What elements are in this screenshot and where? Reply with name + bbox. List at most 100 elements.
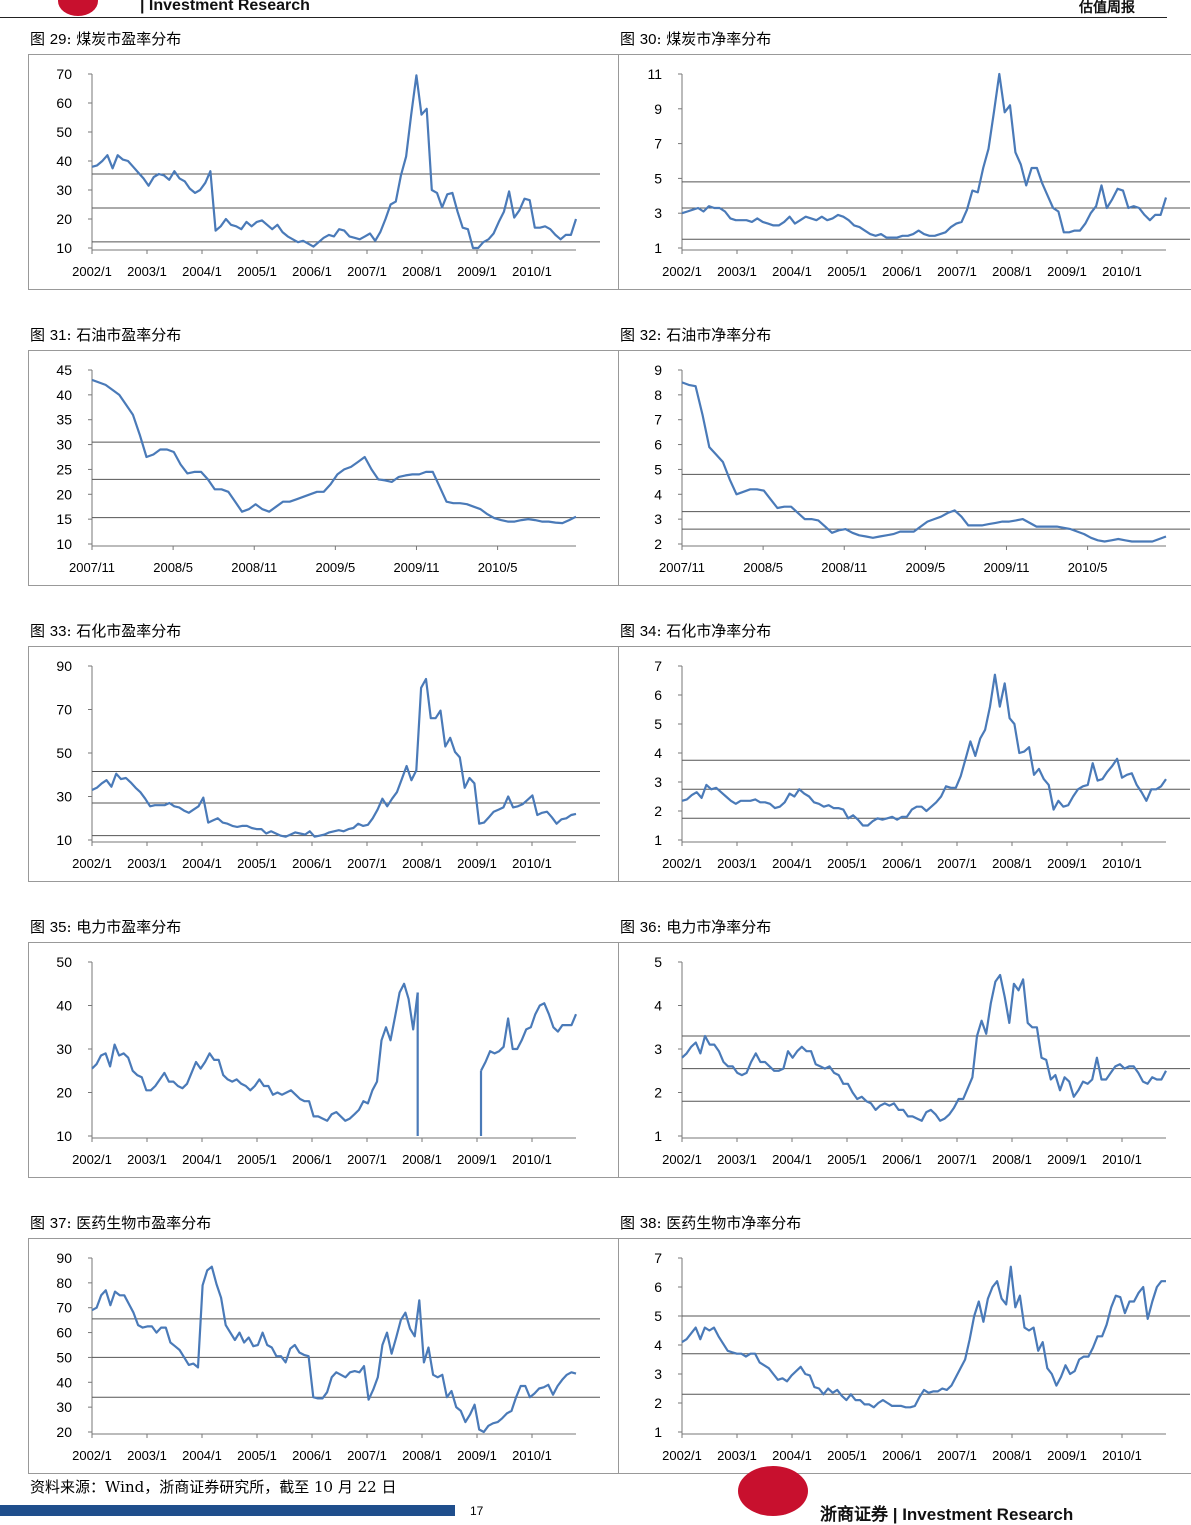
y-tick-label: 6 — [654, 1279, 662, 1295]
chart-frame — [28, 350, 621, 586]
footer-brand: 浙商证券 | Investment Research — [820, 1505, 1074, 1524]
x-tick-label: 2008/1 — [992, 1152, 1032, 1167]
chart-panel-29: 图 29: 煤炭市盈率分布 10 20 30 40 50 60 70 2002/1 2003/1 2… — [28, 28, 621, 290]
x-tick-label: 2009/11 — [983, 560, 1029, 575]
chart-panel-33: 图 33: 石化市盈率分布 10 30 50 70 90 2002/1 2003/1 2004/… — [28, 620, 621, 882]
series-line — [681, 381, 1167, 543]
y-tick-label: 7 — [654, 1250, 662, 1266]
chart-frame — [618, 942, 1191, 1178]
x-tick-label: 2009/1 — [1047, 856, 1087, 871]
y-tick-label: 5 — [654, 170, 662, 186]
chart-frame — [618, 54, 1191, 290]
y-tick-label: 40 — [56, 153, 72, 169]
chart-panel-37: 图 37: 医药生物市盈率分布 20 30 40 50 60 70 80 90 2002/1 200… — [28, 1212, 621, 1474]
x-tick-label: 2009/1 — [457, 1448, 497, 1463]
y-tick-label: 3 — [654, 511, 662, 527]
y-tick-label: 8 — [654, 387, 662, 403]
y-tick-label: 50 — [56, 954, 72, 970]
y-tick-label: 7 — [654, 658, 662, 674]
x-tick-label: 2004/1 — [772, 264, 812, 279]
chart-svg: 2 3 4 5 6 7 8 9 2007/11 2008/5 2008/11 2009/5 2009/1… — [654, 362, 1190, 575]
x-tick-label: 2002/1 — [662, 1448, 702, 1463]
chart-title: 图 29: 煤炭市盈率分布 — [30, 30, 182, 48]
x-tick-label: 2005/1 — [827, 1152, 867, 1167]
x-tick-label: 2005/1 — [237, 264, 277, 279]
series-line — [91, 677, 577, 838]
y-tick-label: 7 — [654, 412, 662, 428]
x-tick-label: 2006/1 — [882, 1448, 922, 1463]
footer-bar — [0, 1505, 455, 1516]
x-tick-label: 2004/1 — [182, 856, 222, 871]
x-tick-label: 2010/1 — [512, 856, 552, 871]
y-tick-label: 3 — [654, 1366, 662, 1382]
x-tick-label: 2009/1 — [1047, 264, 1087, 279]
x-tick-label: 2003/1 — [717, 264, 757, 279]
x-tick-label: 2004/1 — [182, 1152, 222, 1167]
x-tick-label: 2006/1 — [292, 1152, 332, 1167]
x-tick-label: 2008/5 — [743, 560, 783, 575]
y-tick-label: 2 — [654, 1085, 662, 1101]
chart-panel-32: 图 32: 石油市净率分布 2 3 4 5 6 7 8 9 2007/11 2008/5 2008/1… — [618, 324, 1191, 586]
y-tick-label: 50 — [56, 745, 72, 761]
y-tick-label: 4 — [654, 998, 662, 1014]
chart-frame — [28, 1238, 621, 1474]
chart-panel-38: 图 38: 医药生物市净率分布 1 2 3 4 5 6 7 2002/1 2003/1 2004/1… — [618, 1212, 1191, 1474]
x-tick-label: 2004/1 — [772, 856, 812, 871]
x-tick-label: 2009/1 — [457, 856, 497, 871]
y-tick-label: 30 — [56, 182, 72, 198]
chart-panel-30: 图 30: 煤炭市净率分布 1 3 5 7 9 11 2002/1 2003/1 2004/1 20… — [618, 28, 1191, 290]
x-tick-label: 2002/1 — [72, 264, 112, 279]
y-tick-label: 40 — [56, 1374, 72, 1390]
y-tick-label: 30 — [56, 1041, 72, 1057]
x-tick-label: 2005/1 — [827, 1448, 867, 1463]
y-tick-label: 3 — [654, 1041, 662, 1057]
series-line — [681, 973, 1167, 1122]
x-tick-label: 2003/1 — [717, 856, 757, 871]
x-tick-label: 2009/1 — [1047, 1152, 1087, 1167]
x-tick-label: 2008/1 — [402, 856, 442, 871]
x-tick-label: 2006/1 — [882, 264, 922, 279]
chart-frame — [28, 942, 621, 1178]
chart-title: 图 35: 电力市盈率分布 — [30, 918, 182, 936]
x-tick-label: 2009/1 — [1047, 1448, 1087, 1463]
x-tick-label: 2007/1 — [937, 1152, 977, 1167]
chart-svg: 1 2 3 4 5 2002/1 2003/1 2004/1 2005/1 2006/1 2007/… — [654, 954, 1190, 1167]
chart-title: 图 34: 石化市净率分布 — [620, 622, 772, 640]
company-logo-icon — [58, 0, 98, 16]
x-tick-label: 2009/11 — [393, 560, 439, 575]
x-tick-label: 2002/1 — [662, 264, 702, 279]
chart-frame — [28, 54, 621, 290]
x-tick-label: 2007/1 — [347, 1448, 387, 1463]
y-tick-label: 90 — [56, 658, 72, 674]
chart-panel-36: 图 36: 电力市净率分布 1 2 3 4 5 2002/1 2003/1 2004/1 2005… — [618, 916, 1191, 1178]
x-tick-label: 2005/1 — [237, 1448, 277, 1463]
x-tick-label: 2008/11 — [231, 560, 277, 575]
x-tick-label: 2006/1 — [882, 856, 922, 871]
x-tick-label: 2004/1 — [772, 1152, 812, 1167]
series-line — [681, 1265, 1166, 1409]
y-tick-label: 30 — [56, 1399, 72, 1415]
x-tick-label: 2002/1 — [662, 856, 702, 871]
chart-frame — [618, 350, 1191, 586]
chart-title: 图 37: 医药生物市盈率分布 — [30, 1214, 212, 1232]
y-tick-label: 5 — [654, 461, 662, 477]
y-tick-label: 40 — [56, 998, 72, 1014]
x-tick-label: 2010/1 — [512, 264, 552, 279]
y-tick-label: 2 — [654, 803, 662, 819]
x-tick-label: 2002/1 — [72, 1448, 112, 1463]
x-tick-label: 2003/1 — [717, 1152, 757, 1167]
chart-title: 图 30: 煤炭市净率分布 — [620, 30, 772, 48]
x-tick-label: 2004/1 — [182, 1448, 222, 1463]
y-tick-label: 90 — [56, 1250, 72, 1266]
y-tick-label: 1 — [654, 832, 662, 848]
x-tick-label: 2002/1 — [72, 856, 112, 871]
chart-title: 图 32: 石油市净率分布 — [620, 326, 772, 344]
y-tick-label: 1 — [654, 1128, 662, 1144]
x-tick-label: 2003/1 — [127, 856, 167, 871]
page-header: | Investment Research 估值周报 — [0, 0, 1191, 20]
y-tick-label: 70 — [56, 1300, 72, 1316]
chart-svg: 10 30 50 70 90 2002/1 2003/1 2004/1 2005/1 2006/1… — [56, 658, 600, 871]
x-tick-label: 2010/5 — [1068, 560, 1108, 575]
chart-panel-31: 图 31: 石油市盈率分布 10 15 20 25 30 35 40 45 2007/11 2008… — [28, 324, 621, 586]
x-tick-label: 2010/1 — [1102, 264, 1142, 279]
